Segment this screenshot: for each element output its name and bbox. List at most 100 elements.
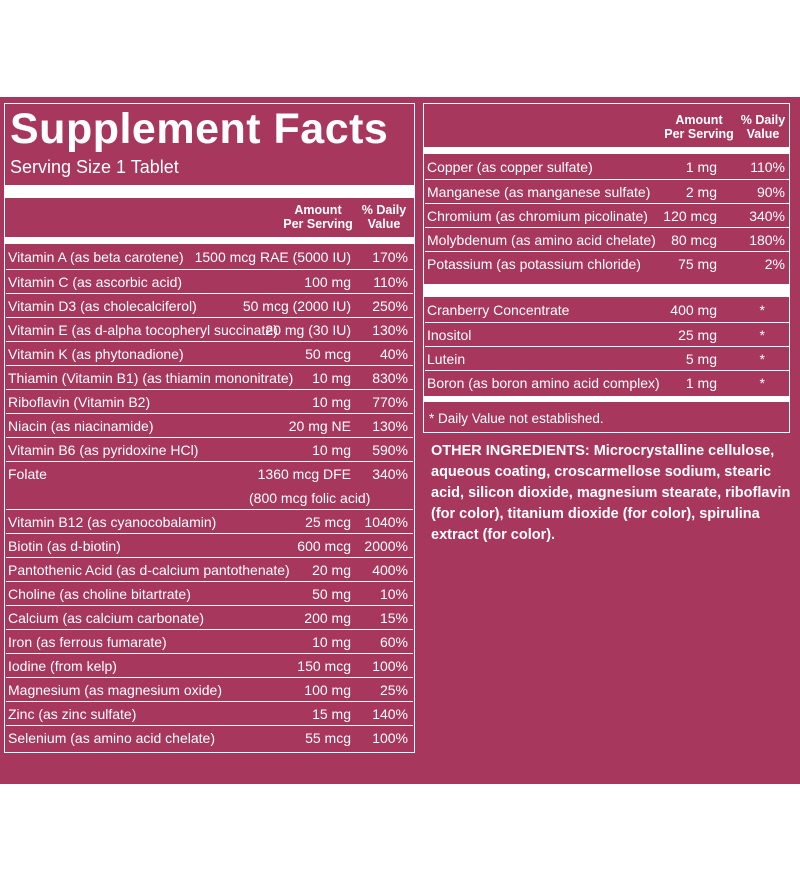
- amount-per-serving: 1360 mcg DFE: [257, 466, 351, 482]
- daily-value: 140%: [372, 706, 408, 722]
- nutrient-name: Zinc (as zinc sulfate): [8, 706, 137, 722]
- amount-per-serving: 10 mg: [312, 394, 351, 410]
- amount-per-serving: 120 mcg: [663, 208, 717, 224]
- nutrient-name: Vitamin E (as d-alpha tocopheryl succina…: [8, 322, 278, 338]
- nutrient-name: Vitamin K (as phytonadione): [8, 346, 184, 362]
- nutrient-name: Calcium (as calcium carbonate): [8, 610, 205, 626]
- nutrient-name: Vitamin D3 (as cholecalciferol): [8, 298, 197, 314]
- nutrient-name: Niacin (as niacinamide): [8, 418, 154, 434]
- nutrient-name: Iron (as ferrous fumarate): [8, 634, 167, 650]
- nutrient-name: Cranberry Concentrate: [427, 302, 570, 318]
- daily-value: 830%: [372, 370, 408, 386]
- other-ingredients-text: Microcrystalline cellulose, aqueous coat…: [431, 443, 791, 543]
- table-row: Magnesium (as magnesium oxide) 100 mg 25%: [6, 677, 413, 701]
- nutrient-name: Folate: [8, 466, 47, 482]
- facts-title: Supplement Facts: [10, 105, 389, 153]
- footnote: * Daily Value not established.: [429, 411, 604, 426]
- table-row: Folate 1360 mcg DFE 340% (800 mcg folic aci…: [6, 461, 413, 509]
- amount-per-serving: 20 mg: [312, 562, 351, 578]
- table-row: Lutein 5 mg *: [425, 346, 789, 370]
- table-row: Choline (as choline bitartrate) 50 mg 10%: [6, 581, 413, 605]
- nutrient-name: Biotin (as d-biotin): [8, 538, 121, 554]
- amount-per-serving: 25 mg: [678, 327, 717, 343]
- nutrient-name: Inositol: [427, 327, 472, 343]
- daily-value: 400%: [372, 562, 408, 578]
- table-row: Calcium (as calcium carbonate) 200 mg 15%: [6, 605, 413, 629]
- dv-column-header-right: % Daily Value: [740, 113, 786, 141]
- daily-value: 1040%: [364, 514, 408, 530]
- table-row: Zinc (as zinc sulfate) 15 mg 140%: [6, 701, 413, 725]
- daily-value: 15%: [379, 610, 408, 626]
- daily-value: *: [759, 327, 765, 343]
- amount-per-serving: 100 mg: [304, 682, 351, 698]
- daily-value: 110%: [373, 274, 408, 290]
- nutrient-name: Thiamin (Vitamin B1) (as thiamin mononit…: [8, 370, 294, 386]
- nutrient-name: Copper (as copper sulfate): [427, 159, 593, 175]
- amount-per-serving: 75 mg: [678, 256, 717, 272]
- amount-per-serving: 50 mcg: [305, 346, 351, 362]
- table-row: Chromium (as chromium picolinate) 120 mcg…: [425, 203, 789, 227]
- table-row: Vitamin K (as phytonadione) 50 mcg 40%: [6, 341, 413, 365]
- daily-value: 110%: [750, 159, 785, 175]
- amount-per-serving: 10 mg: [312, 442, 351, 458]
- amount-per-serving: 15 mg: [312, 706, 351, 722]
- other-ingredients: OTHER INGREDIENTS: Microcrystalline cell…: [431, 441, 791, 546]
- daily-value: 340%: [749, 208, 785, 224]
- table-row: Molybdenum (as amino acid chelate) 80 mcg…: [425, 227, 789, 251]
- amount-per-serving: 80 mcg: [671, 232, 717, 248]
- amount-per-serving: 55 mcg: [305, 730, 351, 746]
- amount-per-serving: 1 mg: [685, 159, 717, 175]
- amount-per-serving: 10 mg: [312, 634, 351, 650]
- nutrient-name: Chromium (as chromium picolinate): [427, 208, 648, 224]
- amount-per-serving: 10 mg: [312, 370, 351, 386]
- daily-value: 180%: [749, 232, 785, 248]
- table-row: Inositol 25 mg *: [425, 322, 789, 346]
- table-row: Manganese (as manganese sulfate) 2 mg 90%: [425, 179, 789, 203]
- daily-value: 100%: [372, 658, 408, 674]
- supplement-facts-box: [4, 103, 415, 753]
- nutrient-name: Magnesium (as magnesium oxide): [8, 682, 222, 698]
- amount-per-serving: 200 mg: [304, 610, 351, 626]
- nutrient-name: Boron (as boron amino acid complex): [427, 375, 660, 391]
- table-row: Niacin (as niacinamide) 20 mg NE 130%: [6, 413, 413, 437]
- table-row: Vitamin B12 (as cyanocobalamin) 25 mcg 104…: [6, 509, 413, 533]
- amount-per-serving: 150 mcg: [297, 658, 351, 674]
- nutrient-name: Selenium (as amino acid chelate): [8, 730, 215, 746]
- table-row: Vitamin A (as beta carotene) 1500 mcg RAE…: [6, 245, 413, 269]
- table-row: Cranberry Concentrate 400 mg *: [425, 298, 789, 322]
- daily-value: *: [759, 302, 765, 318]
- daily-value: 2%: [764, 256, 785, 272]
- nutrient-name: Vitamin B12 (as cyanocobalamin): [8, 514, 217, 530]
- daily-value: 170%: [372, 249, 408, 265]
- daily-value: 770%: [372, 394, 408, 410]
- daily-value: 2000%: [364, 538, 408, 554]
- amount-column-header: Amount Per Serving: [283, 203, 353, 231]
- daily-value: 130%: [372, 322, 408, 338]
- table-row: Potassium (as potassium chloride) 75 mg 2%: [425, 251, 789, 275]
- table-row: Selenium (as amino acid chelate) 55 mcg 10…: [6, 725, 413, 749]
- footnote-divider: [424, 396, 789, 402]
- serving-size: Serving Size 1 Tablet: [10, 157, 179, 177]
- folate-note: (800 mcg folic acid): [249, 490, 371, 506]
- table-row: Thiamin (Vitamin B1) (as thiamin mononit…: [6, 365, 413, 389]
- amount-column-header-right: Amount Per Serving: [664, 113, 734, 141]
- daily-value: *: [759, 375, 765, 391]
- table-row: Pantothenic Acid (as d-calcium pantothen…: [6, 557, 413, 581]
- thick-divider-right: [424, 284, 789, 297]
- daily-value: 130%: [372, 418, 408, 434]
- daily-value: 90%: [756, 184, 785, 200]
- dv-column-header: % Daily Value: [361, 203, 407, 231]
- table-row: Vitamin D3 (as cholecalciferol) 50 mcg (2…: [6, 293, 413, 317]
- table-row: Biotin (as d-biotin) 600 mcg 2000%: [6, 533, 413, 557]
- table-row: Iodine (from kelp) 150 mcg 100%: [6, 653, 413, 677]
- nutrient-name: Iodine (from kelp): [8, 658, 117, 674]
- amount-per-serving: 1500 mcg RAE (5000 IU): [194, 249, 351, 265]
- table-row: Copper (as copper sulfate) 1 mg 110%: [425, 155, 789, 179]
- amount-per-serving: 2 mg: [685, 184, 717, 200]
- nutrient-name: Vitamin B6 (as pyridoxine HCl): [8, 442, 199, 458]
- other-ingredients-heading: OTHER INGREDIENTS:: [431, 443, 590, 459]
- amount-per-serving: 50 mg: [312, 586, 351, 602]
- table-row: Iron (as ferrous fumarate) 10 mg 60%: [6, 629, 413, 653]
- daily-value: *: [759, 351, 765, 367]
- table-row: Riboflavin (Vitamin B2) 10 mg 770%: [6, 389, 413, 413]
